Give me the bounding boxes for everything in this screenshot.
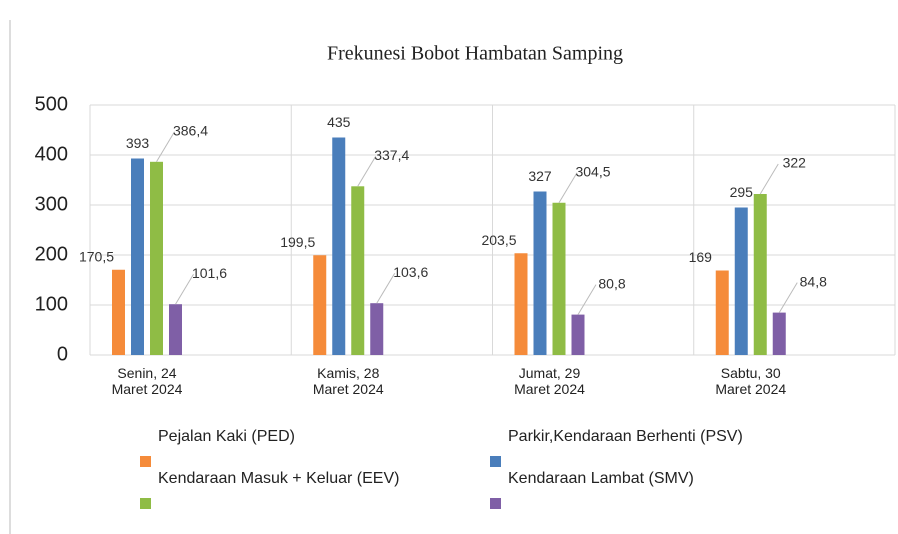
data-label: 199,5 bbox=[280, 234, 315, 250]
leader-line bbox=[577, 284, 597, 315]
bar bbox=[571, 314, 585, 355]
bar bbox=[351, 186, 365, 355]
data-label: 337,4 bbox=[374, 147, 409, 163]
leader-line bbox=[778, 282, 798, 313]
leader-line bbox=[759, 163, 779, 195]
y-tick-label: 300 bbox=[35, 193, 68, 215]
legend-label: Kendaraan Lambat (SMV) bbox=[508, 470, 694, 487]
legend-label: Kendaraan Masuk + Keluar (EEV) bbox=[158, 470, 400, 487]
bar bbox=[753, 194, 767, 355]
bar bbox=[533, 191, 547, 355]
legend-swatch bbox=[490, 498, 501, 509]
leader-line bbox=[558, 172, 578, 204]
data-label: 84,8 bbox=[800, 273, 827, 289]
data-label: 80,8 bbox=[598, 275, 625, 291]
x-tick-label: Kamis, 28 Maret 2024 bbox=[312, 365, 384, 397]
leader-line bbox=[376, 272, 396, 304]
data-label: 101,6 bbox=[192, 265, 227, 281]
bar bbox=[552, 202, 566, 355]
bar bbox=[734, 207, 748, 355]
data-label: 169 bbox=[689, 249, 713, 265]
leader-line bbox=[357, 156, 377, 187]
x-tick-label: Sabtu, 30 Maret 2024 bbox=[715, 365, 787, 397]
leader-line bbox=[156, 131, 175, 163]
y-tick-label: 0 bbox=[57, 343, 68, 365]
data-label: 103,6 bbox=[393, 264, 428, 280]
bar bbox=[370, 303, 384, 355]
bar bbox=[715, 270, 729, 355]
y-tick-label: 100 bbox=[35, 293, 68, 315]
bar bbox=[772, 312, 786, 355]
data-label: 304,5 bbox=[575, 163, 610, 179]
data-label: 327 bbox=[528, 168, 552, 184]
data-label: 393 bbox=[126, 135, 150, 151]
legend-label: Pejalan Kaki (PED) bbox=[158, 428, 295, 445]
data-label: 322 bbox=[783, 155, 807, 171]
legend-swatch bbox=[140, 456, 151, 467]
bar bbox=[150, 161, 163, 355]
legend-swatch bbox=[140, 498, 151, 509]
bar bbox=[313, 255, 327, 355]
bar bbox=[112, 269, 125, 355]
x-tick-label: Jumat, 29 Maret 2024 bbox=[514, 365, 585, 397]
bar bbox=[169, 304, 182, 355]
chart-title: Frekunesi Bobot Hambatan Samping bbox=[327, 43, 623, 65]
bar bbox=[131, 158, 144, 355]
y-tick-label: 400 bbox=[35, 143, 68, 165]
legend-swatch bbox=[490, 456, 501, 467]
bar bbox=[514, 253, 528, 355]
x-tick-label: Senin, 24 Maret 2024 bbox=[111, 365, 183, 397]
leader-line bbox=[175, 273, 194, 305]
data-label: 295 bbox=[730, 184, 754, 200]
data-label: 170,5 bbox=[79, 248, 114, 264]
data-label: 435 bbox=[327, 114, 351, 130]
data-label: 203,5 bbox=[481, 232, 516, 248]
bar bbox=[332, 137, 346, 355]
legend-label: Parkir,Kendaraan Berhenti (PSV) bbox=[508, 428, 743, 445]
data-label: 386,4 bbox=[173, 123, 208, 139]
y-tick-label: 200 bbox=[35, 243, 68, 265]
y-tick-label: 500 bbox=[35, 93, 68, 115]
